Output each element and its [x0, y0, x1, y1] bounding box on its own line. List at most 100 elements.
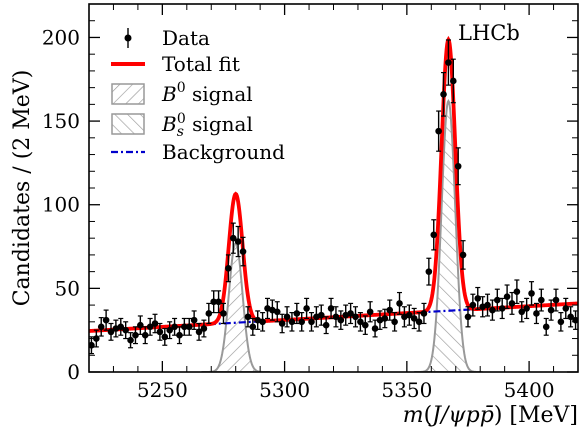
y-tick-label: 150: [42, 109, 80, 133]
legend-entry-b0: B0 signal: [111, 80, 253, 106]
data-point: [562, 297, 570, 320]
data-point: [303, 297, 310, 320]
data-point: [445, 39, 452, 86]
data-point: [376, 310, 384, 330]
legend-bs-marker: [111, 113, 145, 135]
data-point: [435, 110, 442, 152]
data-point: [347, 302, 354, 325]
data-point: [185, 317, 193, 336]
data-point: [503, 284, 511, 310]
x-axis-label: m(J/ψpp̄) [MeV]: [403, 403, 578, 428]
legend-entry-bkg: Background: [111, 140, 285, 164]
legend-entry-total: Total fit: [111, 52, 240, 76]
data-point: [288, 312, 296, 332]
legend-label-bs: Bs0 signal: [161, 111, 253, 140]
data-point: [484, 293, 491, 317]
bs-signal-shape: [414, 98, 483, 372]
data-point: [332, 306, 340, 328]
legend-label-b0: B0 signal: [161, 80, 253, 106]
data-point: [146, 317, 154, 336]
data-point: [259, 312, 266, 332]
data-point: [244, 306, 252, 328]
x-tick-label: 5250: [137, 378, 188, 402]
data-point: [273, 301, 281, 323]
data-point: [440, 71, 447, 117]
data-point: [234, 225, 242, 258]
data-point: [298, 312, 306, 332]
lhcb-label: LHCb: [458, 21, 520, 45]
y-tick-label: 200: [42, 25, 80, 49]
data-point: [200, 319, 208, 338]
data-point: [352, 306, 359, 328]
data-point: [381, 308, 389, 329]
data-point: [195, 322, 203, 341]
y-tick-label: 100: [42, 193, 80, 217]
legend-label-data: Data: [162, 26, 210, 50]
data-point: [513, 279, 521, 305]
data-point: [166, 321, 173, 340]
data-point: [410, 307, 418, 330]
data-point: [464, 306, 472, 328]
data-point: [469, 293, 477, 317]
x-tick-label: 5300: [259, 378, 310, 402]
data-point: [229, 222, 237, 254]
data-point: [528, 281, 535, 306]
data-point: [557, 312, 565, 332]
data-point: [518, 301, 526, 323]
data-point: [420, 302, 428, 325]
x-tick-label: 5350: [381, 378, 432, 402]
data-point: [132, 326, 139, 345]
data-point: [293, 302, 301, 325]
data-point: [249, 317, 257, 336]
data-point: [161, 327, 169, 346]
data-point: [533, 302, 540, 325]
data-point: [210, 290, 217, 314]
data-point: [102, 309, 110, 331]
data-point: [498, 297, 506, 320]
data-point: [474, 286, 482, 310]
data-point: [567, 306, 574, 328]
data-point: [405, 304, 413, 326]
data-point: [322, 316, 330, 335]
data-point: [337, 310, 345, 330]
y-tick-label: 0: [67, 360, 80, 384]
data-point: [415, 312, 423, 332]
legend-b0-marker: [111, 83, 145, 105]
data-point: [357, 312, 364, 332]
data-point: [547, 299, 555, 321]
data-point: [523, 297, 530, 320]
data-point: [156, 322, 164, 341]
data-point: [508, 291, 516, 315]
data-point: [494, 288, 501, 312]
legend-label-bkg: Background: [162, 140, 285, 164]
data-point: [137, 315, 144, 335]
data-point: [181, 317, 188, 336]
data-point: [371, 319, 379, 338]
data-point: [127, 332, 134, 349]
data-point: [278, 313, 286, 334]
y-axis-label: Candidates / (2 MeV): [10, 70, 35, 307]
data-point: [283, 306, 291, 328]
data-point: [122, 321, 129, 340]
data-point: [396, 291, 403, 315]
y-tick-label: 50: [55, 276, 80, 300]
data-point: [308, 312, 315, 332]
data-point: [552, 288, 560, 312]
data-point: [542, 317, 550, 336]
data-point: [190, 310, 198, 330]
data-point: [430, 219, 438, 251]
data-point: [454, 147, 462, 186]
data-point: [151, 313, 159, 334]
legend-entry-data: Data: [124, 26, 210, 50]
data-point: [450, 58, 457, 104]
data-point: [176, 326, 183, 345]
data-point: [97, 317, 105, 337]
x-tick-label: 5400: [504, 378, 555, 402]
data-point: [425, 257, 433, 286]
data-point: [215, 290, 222, 314]
data-point: [141, 326, 149, 345]
data-point: [225, 254, 232, 283]
data-point: [459, 240, 467, 270]
